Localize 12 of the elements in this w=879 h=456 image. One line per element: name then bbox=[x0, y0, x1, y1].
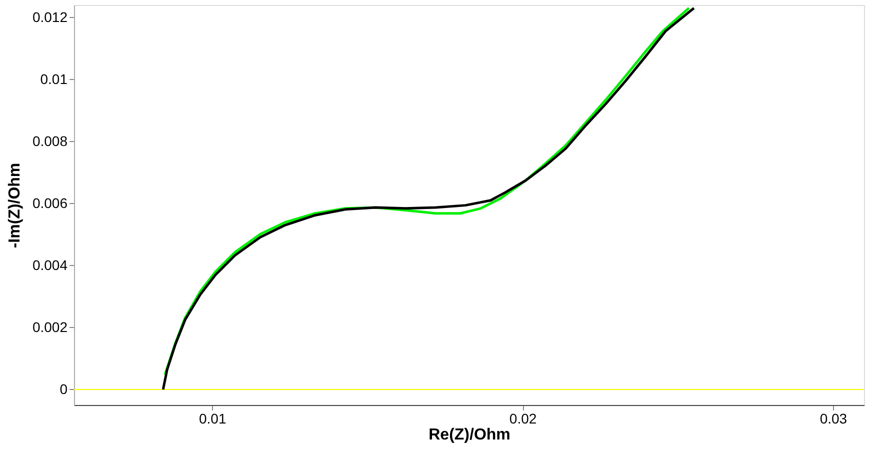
y-axis-title: -Im(Z)/Ohm bbox=[6, 162, 24, 248]
y-tick-label: 0.004 bbox=[32, 256, 68, 273]
y-tick-label: 0.01 bbox=[40, 70, 68, 87]
x-tick-label: 0.03 bbox=[820, 410, 848, 426]
y-tick-label: 0.008 bbox=[32, 132, 68, 149]
x-tick-label: 0.01 bbox=[199, 410, 226, 426]
y-tick-label: 0.012 bbox=[32, 8, 68, 25]
x-tick-label: 0.02 bbox=[509, 410, 537, 426]
y-tick-label: 0.006 bbox=[32, 194, 68, 211]
y-tick-label: 0 bbox=[60, 380, 68, 397]
x-axis-title: Re(Z)/Ohm bbox=[428, 426, 510, 444]
y-tick-label: 0.002 bbox=[32, 318, 68, 335]
